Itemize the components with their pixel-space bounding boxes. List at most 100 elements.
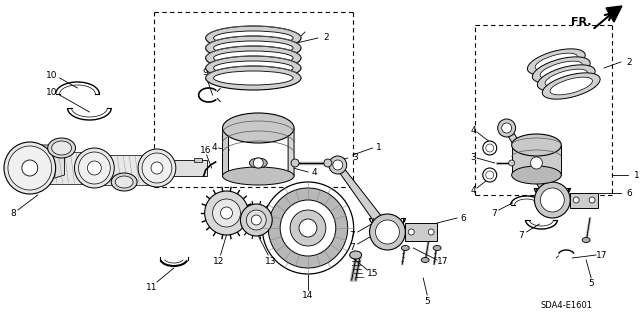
Text: 14: 14 — [302, 292, 314, 300]
Ellipse shape — [223, 113, 294, 143]
Text: 12: 12 — [213, 257, 224, 266]
Text: 17: 17 — [596, 251, 608, 260]
Ellipse shape — [250, 158, 268, 168]
Ellipse shape — [511, 134, 561, 156]
Circle shape — [486, 171, 493, 179]
Ellipse shape — [205, 36, 301, 60]
Ellipse shape — [540, 61, 582, 79]
Circle shape — [246, 210, 266, 230]
Circle shape — [290, 210, 326, 246]
Text: FR.: FR. — [571, 17, 591, 27]
Bar — [30, 152, 94, 184]
Circle shape — [151, 162, 163, 174]
Circle shape — [268, 188, 348, 268]
Text: SDA4-E1601: SDA4-E1601 — [540, 300, 592, 309]
Text: 5: 5 — [424, 297, 430, 306]
Ellipse shape — [205, 46, 301, 70]
Bar — [157, 160, 207, 176]
Ellipse shape — [79, 152, 110, 184]
Circle shape — [262, 182, 354, 274]
Text: 17: 17 — [437, 258, 449, 267]
Ellipse shape — [349, 251, 362, 259]
Text: 5: 5 — [588, 279, 594, 289]
Ellipse shape — [401, 245, 410, 251]
Ellipse shape — [214, 71, 293, 85]
Bar — [570, 193, 598, 208]
Polygon shape — [504, 126, 557, 203]
Ellipse shape — [52, 141, 72, 155]
Text: 6: 6 — [460, 213, 466, 222]
Ellipse shape — [535, 53, 577, 71]
Ellipse shape — [542, 73, 600, 99]
Polygon shape — [223, 128, 228, 180]
Circle shape — [205, 191, 248, 235]
Text: 3: 3 — [470, 153, 476, 162]
Bar — [94, 155, 159, 185]
Polygon shape — [335, 163, 392, 235]
Ellipse shape — [511, 166, 561, 184]
Circle shape — [212, 199, 241, 227]
Circle shape — [498, 119, 516, 137]
Ellipse shape — [149, 160, 165, 176]
Text: 10: 10 — [46, 70, 58, 79]
Text: 2: 2 — [323, 33, 329, 42]
Circle shape — [589, 197, 595, 203]
Circle shape — [241, 204, 272, 236]
Text: 11: 11 — [147, 283, 157, 292]
Circle shape — [376, 220, 399, 244]
Ellipse shape — [433, 245, 441, 251]
Ellipse shape — [214, 61, 293, 75]
Polygon shape — [606, 6, 622, 22]
Ellipse shape — [582, 237, 590, 243]
Text: 2: 2 — [627, 58, 632, 67]
Text: 10: 10 — [46, 87, 58, 97]
Text: 6: 6 — [627, 188, 632, 197]
Bar — [194, 158, 202, 162]
Bar — [405, 223, 437, 241]
Text: 1: 1 — [376, 142, 381, 151]
Ellipse shape — [550, 77, 593, 95]
Ellipse shape — [4, 142, 56, 194]
Text: 7: 7 — [349, 230, 355, 239]
Ellipse shape — [545, 69, 588, 87]
Polygon shape — [288, 128, 294, 180]
Circle shape — [531, 157, 543, 169]
Circle shape — [540, 188, 564, 212]
Ellipse shape — [205, 66, 301, 90]
Circle shape — [369, 214, 405, 250]
Text: 4: 4 — [311, 167, 317, 177]
Circle shape — [573, 197, 579, 203]
Ellipse shape — [214, 31, 293, 45]
Text: 4: 4 — [470, 125, 476, 134]
Ellipse shape — [142, 153, 172, 183]
Ellipse shape — [74, 148, 115, 188]
Text: 7: 7 — [349, 243, 355, 252]
Ellipse shape — [527, 49, 585, 75]
Text: 7: 7 — [491, 209, 497, 218]
Ellipse shape — [214, 41, 293, 55]
Circle shape — [408, 229, 414, 235]
Circle shape — [221, 207, 232, 219]
Ellipse shape — [111, 173, 137, 191]
Circle shape — [88, 161, 101, 175]
Circle shape — [333, 160, 343, 170]
Ellipse shape — [48, 138, 76, 158]
Text: 13: 13 — [264, 257, 276, 266]
Ellipse shape — [421, 258, 429, 262]
Ellipse shape — [8, 146, 52, 190]
Ellipse shape — [532, 57, 590, 83]
Circle shape — [329, 156, 347, 174]
Circle shape — [428, 229, 434, 235]
Bar — [511, 145, 561, 175]
Ellipse shape — [509, 160, 515, 166]
Ellipse shape — [138, 149, 176, 187]
Circle shape — [253, 158, 263, 168]
Circle shape — [483, 168, 497, 182]
Ellipse shape — [538, 65, 595, 91]
Text: 7: 7 — [518, 230, 524, 239]
Ellipse shape — [115, 176, 133, 188]
Text: 1: 1 — [634, 171, 639, 180]
Circle shape — [299, 219, 317, 237]
Circle shape — [483, 141, 497, 155]
Polygon shape — [30, 145, 65, 178]
